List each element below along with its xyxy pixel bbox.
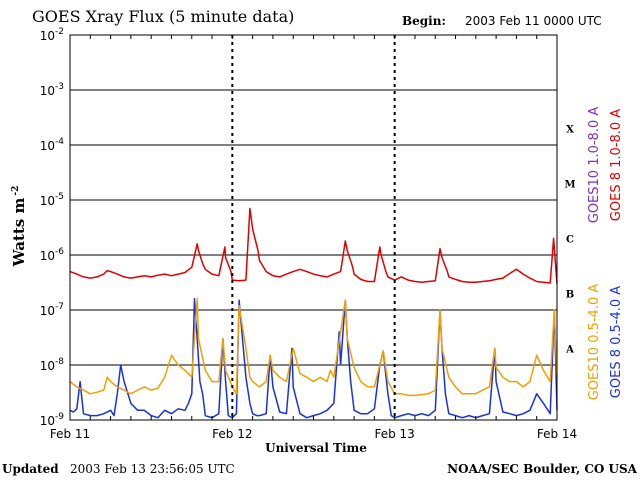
grid-lines (70, 34, 557, 421)
chart-title: GOES Xray Flux (5 minute data) (32, 7, 294, 26)
y-axis-label: Watts m -2 (10, 186, 28, 268)
begin-value: 2003 Feb 11 0000 UTC (465, 14, 602, 28)
day-tick-marks (89, 35, 538, 420)
x-tick-label: Feb 12 (212, 427, 252, 441)
y-tick-label: 10-2 (40, 27, 64, 43)
y-axis-label-text: Watts m (10, 198, 28, 268)
updated-label: Updated (2, 462, 59, 476)
flare-class-c: C (566, 234, 574, 245)
begin-label: Begin: (402, 14, 446, 28)
svg-text:Watts m-2: Watts m -2 (10, 186, 28, 268)
x-tick-label: Feb 14 (537, 427, 577, 441)
y-tick-label: 10-5 (40, 192, 64, 208)
y-tick-labels: 10-2 10-3 10-4 10-5 10-6 10-7 10-8 10-9 (40, 27, 65, 428)
flare-class-m: M (564, 179, 575, 190)
flare-class-labels: X M C B A (564, 124, 575, 355)
x-tick-labels: Feb 11 Feb 12 Feb 13 Feb 14 (50, 427, 577, 441)
series-line-3 (69, 298, 558, 397)
legend: GOES10 1.0-8.0 A GOES 8 1.0-8.0 A GOES10 0… (587, 107, 624, 401)
series-line-2 (69, 298, 558, 419)
x-tick-label: Feb 11 (50, 427, 90, 441)
x-axis-label: Universal Time (265, 441, 367, 455)
series-layer (69, 207, 558, 419)
y-axis-label-exponent: -2 (11, 186, 21, 196)
plot-frame (69, 34, 558, 421)
y-tick-label: 10-9 (40, 412, 65, 428)
legend-entry: GOES10 0.5-4.0 A (587, 284, 602, 401)
y-tick-label: 10-4 (40, 137, 65, 153)
flare-class-x: X (566, 124, 574, 135)
x-tick-label: Feb 13 (374, 427, 414, 441)
flare-class-b: B (566, 289, 574, 300)
legend-entry: GOES 8 1.0-8.0 A (609, 109, 624, 221)
series-line-0 (69, 207, 558, 284)
y-tick-label: 10-7 (40, 302, 64, 318)
y-tick-label: 10-8 (40, 357, 65, 373)
credit-text: NOAA/SEC Boulder, CO USA (447, 462, 638, 476)
updated-value: 2003 Feb 13 23:56:05 UTC (70, 462, 235, 476)
legend-entry: GOES10 1.0-8.0 A (587, 107, 602, 224)
y-tick-label: 10-3 (40, 82, 64, 98)
y-tick-label: 10-6 (40, 247, 65, 263)
legend-entry: GOES 8 0.5-4.0 A (609, 286, 624, 398)
flare-class-a: A (565, 344, 574, 355)
